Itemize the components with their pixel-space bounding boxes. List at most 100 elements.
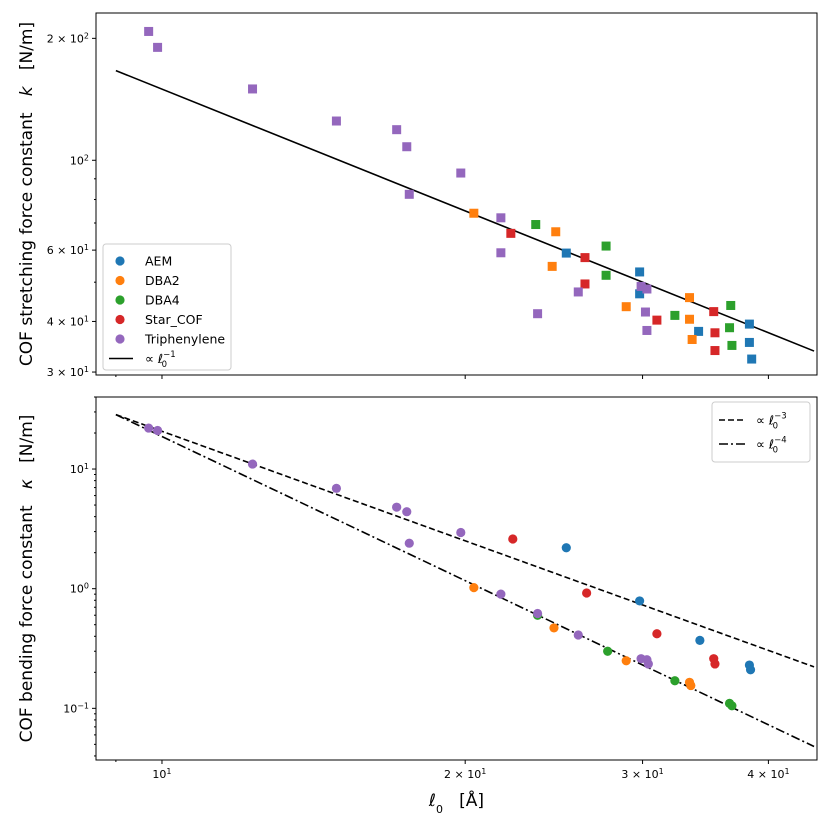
plot-area [115, 413, 815, 748]
y-tick-label: 6 × 101 [47, 243, 89, 258]
data-point [694, 326, 704, 336]
data-point [601, 270, 611, 280]
data-point [573, 287, 583, 297]
data-point [744, 337, 754, 347]
series-dba4 [532, 610, 737, 711]
y-tick-label: 101 [70, 462, 89, 477]
legend-label: ∝ ℓ−3 0 [756, 412, 787, 432]
y-axis-label: COF stretching force constant k [N/m] [17, 22, 37, 366]
data-point [496, 213, 506, 223]
x-tick-label: 3 × 101 [621, 767, 663, 782]
series-star_cof [506, 228, 720, 356]
data-point [642, 284, 652, 294]
data-point [402, 142, 412, 152]
data-point [580, 253, 590, 263]
legend-label: DBA2 [145, 273, 180, 288]
data-point [643, 659, 653, 669]
data-point [331, 483, 342, 493]
data-point [745, 665, 756, 675]
series-aem [561, 543, 756, 675]
data-point [727, 701, 737, 711]
y-tick-label: 4 × 101 [47, 314, 89, 329]
legend-label: ∝ ℓ−4 0 [756, 436, 787, 456]
x-tick-label: 101 [152, 767, 171, 782]
data-point [549, 623, 559, 633]
data-point [710, 328, 720, 338]
series-dba4 [531, 220, 737, 350]
legend-marker [115, 314, 125, 325]
fit-line-dashdot [115, 413, 815, 748]
data-point [686, 680, 696, 691]
data-point [601, 241, 611, 251]
legend: ∝ ℓ−3 0 ∝ ℓ−4 0 [711, 401, 811, 463]
legend-label: Star_COF [145, 312, 203, 327]
data-point [404, 538, 414, 548]
data-point [247, 459, 258, 469]
series-dba2 [469, 583, 696, 691]
data-point [603, 646, 613, 656]
x-tick-label: 2 × 101 [444, 767, 486, 782]
data-point [580, 279, 590, 289]
data-point [404, 189, 414, 199]
series-aem [561, 248, 757, 364]
data-point [392, 502, 402, 512]
data-point [635, 289, 645, 299]
data-point [496, 248, 506, 258]
data-point [725, 323, 735, 333]
data-point [652, 315, 662, 325]
stretching-panel: 3 × 101 4 × 101 6 × 101 102 2 × 102 COF stret… [17, 12, 818, 380]
data-point [469, 583, 479, 593]
fit-line-solid [115, 69, 815, 352]
data-point [456, 527, 466, 538]
data-point [496, 589, 506, 599]
bending-panel: 101 2 × 101 3 × 101 4 × 101 10−1 100 101 COF be… [17, 396, 818, 816]
data-point [744, 319, 754, 329]
data-point [727, 340, 737, 350]
data-point [621, 302, 631, 312]
legend-label: DBA4 [145, 293, 180, 308]
data-point [561, 248, 571, 258]
y-tick-label: 102 [70, 153, 89, 168]
data-point [573, 630, 583, 640]
data-point [508, 534, 518, 544]
legend-label: ∝ ℓ−1 0 [145, 350, 176, 370]
data-point [636, 281, 646, 291]
data-point [144, 423, 154, 433]
data-point [547, 261, 557, 271]
y-tick-label: 10−1 [63, 701, 89, 716]
data-point [506, 228, 516, 238]
data-point [747, 354, 757, 364]
x-axis-label: ℓ0 [Å] [428, 789, 484, 816]
axes-frame [95, 396, 818, 761]
series-triphenylene [144, 423, 653, 669]
data-point [726, 300, 736, 310]
y-axis-label: COF bending force constant κ [N/m] [17, 415, 37, 743]
y-tick-label: 100 [70, 581, 89, 596]
y-tick-label: 3 × 101 [47, 365, 89, 380]
series-dba2 [469, 208, 697, 344]
data-point [153, 42, 163, 52]
data-point [710, 659, 720, 669]
data-point [248, 84, 258, 94]
data-point [652, 629, 662, 639]
data-point [685, 314, 695, 324]
plot-area [115, 26, 815, 364]
legend-marker [115, 256, 125, 266]
legend: AEM DBA2 DBA4 Star_COF Triphenylene ∝ ℓ−1 0 [102, 243, 232, 371]
data-point [635, 596, 645, 606]
fit-line-dashed [115, 413, 815, 668]
legend-marker [115, 295, 125, 305]
legend-label: Triphenylene [144, 332, 225, 347]
data-point [621, 656, 631, 666]
data-point [670, 676, 680, 686]
data-point [144, 26, 154, 36]
data-point [710, 346, 720, 356]
data-point [402, 507, 412, 517]
data-point [561, 543, 571, 553]
data-point [551, 227, 561, 237]
data-point [531, 220, 541, 230]
data-point [635, 267, 645, 277]
data-point [685, 293, 695, 303]
data-point [331, 116, 341, 126]
